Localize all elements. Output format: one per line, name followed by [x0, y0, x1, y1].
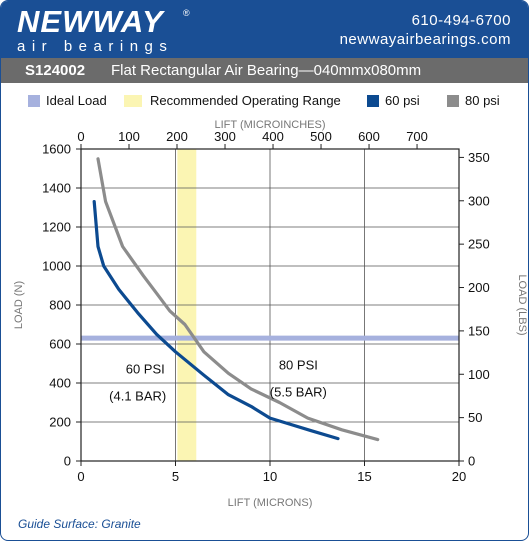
model-description: Flat Rectangular Air Bearing—040mmx080mm: [111, 62, 422, 79]
legend-swatch-80psi: [447, 95, 459, 107]
model-code: S124002: [25, 62, 86, 79]
y-left-tick-label: 200: [49, 415, 71, 430]
y-right-tick-label: 100: [468, 367, 490, 382]
x-top-tick-label: 700: [406, 129, 428, 144]
series-line-60psi: [92, 200, 340, 441]
guide-surface-note: Guide Surface: Granite: [18, 517, 141, 531]
y-right-tick-label: 50: [468, 410, 482, 425]
y-left-tick-label: 800: [49, 298, 71, 313]
y-left-tick-label: 0: [64, 454, 71, 469]
x-top-tick-label: 500: [310, 129, 332, 144]
y-left-axis-title: LOAD (N): [13, 281, 25, 329]
x-bottom-tick-label: 20: [452, 469, 466, 484]
y-left-tick-label: 1200: [42, 220, 71, 235]
x-top-tick-label: 200: [166, 129, 188, 144]
y-right-tick-label: 250: [468, 237, 490, 252]
x-top-tick-label: 100: [118, 129, 140, 144]
legend-label-recommended-range: Recommended Operating Range: [150, 93, 341, 108]
y-right-tick-label: 350: [468, 150, 490, 165]
y-left-tick-label: 1400: [42, 181, 71, 196]
legend-label-ideal-load: Ideal Load: [46, 93, 107, 108]
x-top-tick-label: 400: [262, 129, 284, 144]
brand-tagline: air bearings: [17, 38, 174, 55]
y-right-tick-label: 300: [468, 193, 490, 208]
x-bottom-tick-label: 5: [172, 469, 179, 484]
legend-recommended-range: Recommended Operating Range: [124, 93, 344, 109]
legend-ideal-load: Ideal Load: [28, 93, 118, 109]
y-right-axis-title: LOAD (LBS): [516, 274, 528, 335]
legend-label-80psi: 80 psi: [465, 93, 500, 108]
y-left-tick-label: 400: [49, 376, 71, 391]
y-left-tick-label: 1600: [42, 142, 71, 157]
legend-swatch-recommended-range: [124, 95, 142, 107]
y-left-tick-label: 1000: [42, 259, 71, 274]
annotation-80psi-bar: (5.5 BAR): [270, 385, 327, 400]
brand-name: NEWWAY: [17, 4, 164, 39]
y-right-tick-label: 0: [468, 454, 475, 469]
legend-80psi: 80 psi: [447, 93, 527, 109]
chart-legend: Ideal Load Recommended Operating Range 6…: [1, 91, 528, 111]
header-banner: NEWWAY ® air bearings 610-494-6700 newwa…: [1, 1, 528, 58]
website-url: newwayairbearings.com: [339, 31, 511, 48]
legend-60psi: 60 psi: [367, 93, 437, 109]
x-top-tick-label: 600: [358, 129, 380, 144]
annotation-60psi: 60 PSI: [126, 361, 165, 376]
contact-info: 610-494-6700 newwayairbearings.com: [340, 11, 511, 49]
x-bottom-axis-title: LIFT (MICRONS): [228, 497, 313, 509]
title-bar: S124002 Flat Rectangular Air Bearing—040…: [1, 58, 528, 83]
legend-swatch-60psi: [367, 95, 379, 107]
annotation-60psi-bar: (4.1 BAR): [109, 389, 166, 404]
phone-number: 610-494-6700: [411, 12, 511, 29]
y-right-tick-label: 150: [468, 323, 490, 338]
y-left-tick-label: 600: [49, 337, 71, 352]
x-top-tick-label: 300: [214, 129, 236, 144]
annotation-80psi: 80 PSI: [279, 357, 318, 372]
registered-mark: ®: [183, 8, 190, 18]
y-right-tick-label: 200: [468, 280, 490, 295]
x-bottom-tick-label: 15: [357, 469, 371, 484]
series-line-80psi: [96, 157, 380, 442]
x-top-tick-label: 0: [77, 129, 84, 144]
x-top-axis-title: LIFT (MICROINCHES): [214, 119, 325, 131]
brand-logo: NEWWAY ® air bearings: [17, 4, 190, 55]
legend-swatch-ideal-load: [28, 95, 40, 107]
legend-label-60psi: 60 psi: [385, 93, 420, 108]
x-bottom-tick-label: 0: [77, 469, 84, 484]
x-bottom-tick-label: 10: [263, 469, 277, 484]
